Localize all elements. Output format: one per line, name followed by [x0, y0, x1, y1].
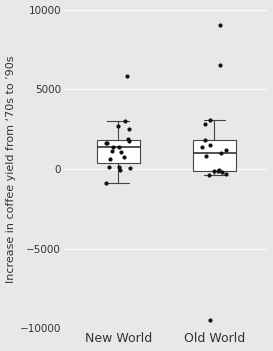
Point — [125, 74, 129, 79]
Point — [224, 171, 229, 177]
Point — [207, 117, 212, 122]
Point — [217, 23, 222, 28]
Point — [212, 168, 216, 173]
Point — [126, 136, 130, 141]
Point — [208, 142, 213, 148]
Y-axis label: Increase in coffee yield from ‘70s to ’90s: Increase in coffee yield from ‘70s to ’9… — [5, 55, 16, 283]
Point — [107, 164, 111, 169]
Point — [127, 126, 132, 132]
Point — [203, 121, 207, 127]
Point — [204, 153, 208, 159]
Point — [215, 168, 220, 174]
Point — [104, 141, 108, 146]
Point — [119, 150, 123, 155]
Point — [127, 165, 132, 171]
Point — [218, 62, 222, 68]
Point — [219, 150, 223, 156]
Point — [203, 138, 207, 143]
Point — [122, 154, 126, 160]
Point — [117, 167, 122, 173]
Point — [208, 318, 212, 323]
Point — [126, 138, 131, 144]
Point — [200, 144, 205, 150]
Point — [117, 165, 121, 170]
Point — [107, 157, 112, 162]
Point — [224, 147, 228, 153]
Point — [111, 145, 115, 150]
Point — [220, 169, 225, 175]
PathPatch shape — [193, 140, 236, 171]
Point — [116, 123, 120, 129]
Point — [104, 140, 109, 145]
PathPatch shape — [97, 140, 140, 163]
Point — [216, 167, 221, 173]
Point — [117, 144, 121, 150]
Point — [110, 148, 114, 154]
Point — [207, 172, 211, 178]
Point — [103, 180, 108, 186]
Point — [123, 118, 127, 124]
